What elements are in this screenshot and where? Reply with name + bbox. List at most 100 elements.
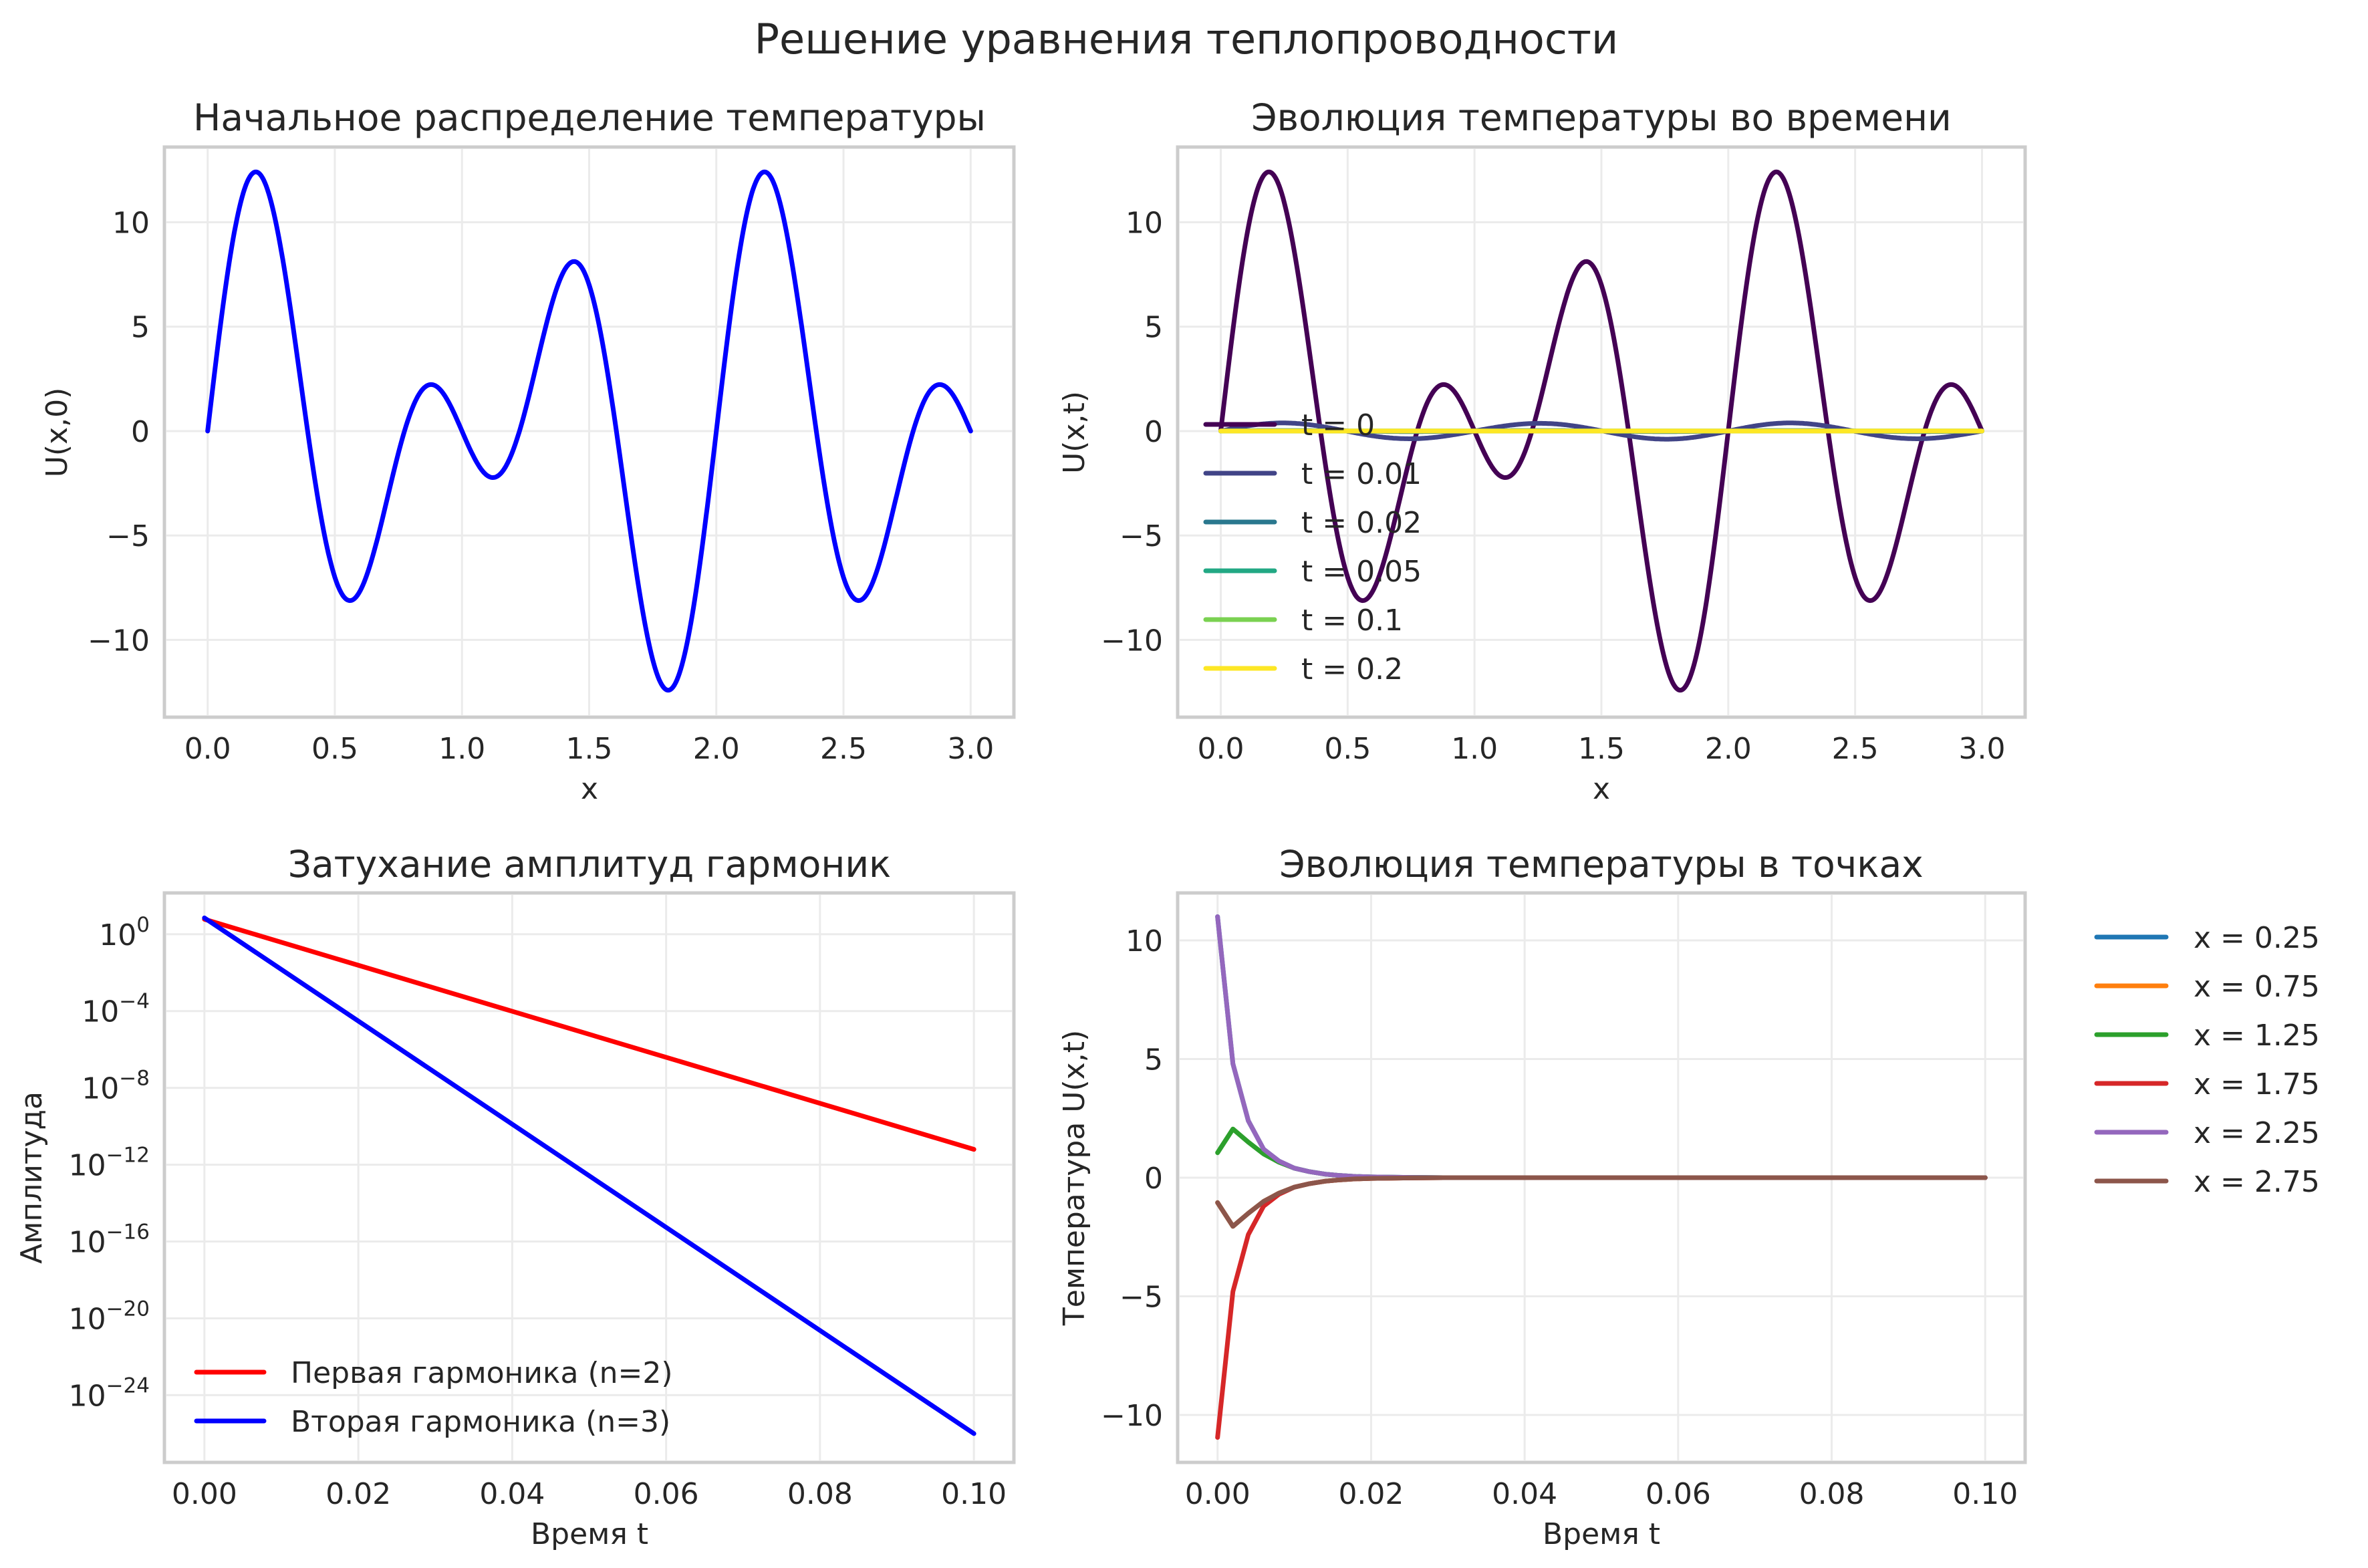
- legend: t = 0 t = 0.01 t = 0.02 t = 0.05 t = 0.1 t = …: [1203, 408, 1422, 686]
- legend-item: Вторая гармоника (n=3): [194, 1405, 670, 1439]
- x-tick-label: 3.0: [1958, 732, 2005, 766]
- figure-suptitle: Решение уравнения теплопроводности: [755, 15, 1619, 63]
- legend-label: x = 2.75: [2194, 1165, 2320, 1199]
- subplot-title: Затухание амплитуд гармоник: [288, 843, 892, 886]
- legend-label: t = 0.01: [1301, 457, 1422, 491]
- subplot-point-evolution: Эволюция температуры в точках 0.00 0.02 0.…: [1057, 843, 2320, 1551]
- subplot-title: Эволюция температуры во времени: [1251, 96, 1952, 139]
- x-tick-label: 2.5: [1832, 732, 1879, 766]
- grid: [166, 895, 1012, 1460]
- y-axis-label: Амплитуда: [15, 1091, 49, 1264]
- legend-item: t = 0: [1203, 408, 1375, 442]
- y-tick-label: 10−8: [82, 1067, 150, 1106]
- x-tick-label: 0.06: [1646, 1477, 1711, 1511]
- y-tick-label: −5: [1120, 519, 1163, 553]
- x-tick-label: 1.5: [1578, 732, 1625, 766]
- plot-lines: [1215, 914, 1988, 1440]
- y-tick-label: 5: [1144, 1043, 1163, 1077]
- y-tick-label: 10: [1126, 924, 1163, 958]
- legend-label: t = 0: [1301, 408, 1375, 442]
- legend-label: x = 1.25: [2194, 1019, 2320, 1053]
- legend-item: Первая гармоника (n=2): [194, 1356, 673, 1390]
- x-tick-label: 2.5: [820, 732, 867, 766]
- legend: Первая гармоника (n=2) Вторая гармоника (…: [194, 1356, 673, 1439]
- legend-item: t = 0.05: [1203, 555, 1422, 589]
- legend-item: t = 0.1: [1203, 604, 1403, 638]
- legend-label: x = 0.25: [2194, 921, 2320, 955]
- x-tick-label: 1.0: [438, 732, 485, 766]
- y-tick-label: 100: [99, 913, 150, 952]
- x-tick-label: 2.0: [1705, 732, 1752, 766]
- x-tick-label: 0.00: [172, 1477, 237, 1511]
- legend-item: x = 1.25: [2094, 1019, 2320, 1053]
- y-tick-label: −10: [1101, 624, 1163, 658]
- x-tick-label: 0.5: [1324, 732, 1371, 766]
- x-tick-label: 0.5: [311, 732, 358, 766]
- x-tick-label: 0.10: [1952, 1477, 2018, 1511]
- y-tick-label: 10: [112, 206, 150, 240]
- subplot-temperature-evolution: Эволюция температуры во времени 0.0 0.5 1.…: [1057, 96, 2027, 806]
- tick-labels: 0.00 0.02 0.04 0.06 0.08 0.10 100 10−4 10−8 10−12…: [69, 913, 1007, 1511]
- x-tick-label: 0.0: [1198, 732, 1244, 766]
- plot-lines: [202, 915, 976, 1436]
- y-tick-label: 5: [131, 311, 150, 345]
- tick-labels: 0.00 0.02 0.04 0.06 0.08 0.10 10 5 0 −5 −10: [1101, 924, 2018, 1511]
- legend: x = 0.25 x = 0.75 x = 1.25 x = 1.75 x = 2.25…: [2094, 921, 2320, 1199]
- legend-label: Вторая гармоника (n=3): [291, 1405, 670, 1439]
- legend-label: x = 2.25: [2194, 1116, 2320, 1150]
- x-tick-label: 0.04: [479, 1477, 545, 1511]
- x-axis-label: x: [1593, 772, 1610, 806]
- y-tick-label: −10: [1101, 1399, 1163, 1433]
- x-tick-label: 0.08: [1799, 1477, 1865, 1511]
- x-tick-label: 0.06: [634, 1477, 699, 1511]
- x-tick-label: 0.02: [1338, 1477, 1404, 1511]
- legend-label: t = 0.2: [1301, 652, 1403, 686]
- x-tick-label: 0.04: [1492, 1477, 1557, 1511]
- y-tick-label: 10−4: [82, 990, 150, 1029]
- legend-item: t = 0.02: [1203, 506, 1422, 540]
- x-tick-label: 0.0: [184, 732, 231, 766]
- legend-item: x = 0.25: [2094, 921, 2320, 955]
- x-tick-label: 0.00: [1185, 1477, 1251, 1511]
- legend-label: t = 0.02: [1301, 506, 1422, 540]
- y-tick-label: 10−20: [69, 1297, 150, 1336]
- y-tick-label: 0: [1144, 1162, 1163, 1196]
- legend-item: t = 0.2: [1203, 652, 1403, 686]
- y-tick-label: 0: [131, 415, 150, 449]
- legend-label: x = 0.75: [2194, 970, 2320, 1004]
- x-axis-label: Время t: [1543, 1517, 1660, 1551]
- subplot-initial-distribution: Начальное распределение температуры 0.0 0…: [40, 96, 1016, 806]
- x-tick-label: 0.02: [325, 1477, 391, 1511]
- y-tick-label: −5: [106, 519, 150, 553]
- x-tick-label: 0.08: [787, 1477, 853, 1511]
- legend-item: x = 2.25: [2094, 1116, 2320, 1150]
- y-axis-label: Температура U(x,t): [1057, 1030, 1091, 1326]
- x-tick-label: 1.0: [1451, 732, 1498, 766]
- y-tick-label: 5: [1144, 311, 1163, 345]
- x-axis-label: Время t: [531, 1517, 648, 1551]
- legend-label: t = 0.05: [1301, 555, 1422, 589]
- legend-item: t = 0.01: [1203, 457, 1422, 491]
- y-tick-label: 10−12: [69, 1144, 150, 1183]
- y-tick-label: 0: [1144, 415, 1163, 449]
- y-axis-label: U(x,t): [1057, 391, 1091, 474]
- legend-label: x = 1.75: [2194, 1067, 2320, 1101]
- legend-item: x = 0.75: [2094, 970, 2320, 1004]
- tick-labels: 0.0 0.5 1.0 1.5 2.0 2.5 3.0 10 5 0 −5 −10: [88, 206, 994, 766]
- initial-temperature-line: [205, 169, 973, 693]
- y-axis-label: U(x,0): [40, 388, 74, 478]
- x-tick-label: 0.10: [941, 1477, 1007, 1511]
- y-tick-label: −10: [88, 624, 150, 658]
- legend-item: x = 1.75: [2094, 1067, 2320, 1101]
- legend-item: x = 2.75: [2094, 1165, 2320, 1199]
- harmonic-amplitude-line: [202, 916, 976, 1152]
- x-tick-label: 1.5: [566, 732, 613, 766]
- y-tick-label: 10: [1126, 206, 1163, 240]
- x-tick-label: 2.0: [693, 732, 740, 766]
- tick-labels: 0.0 0.5 1.0 1.5 2.0 2.5 3.0 10 5 0 −5 −10: [1101, 206, 2005, 766]
- subplot-harmonic-decay: Затухание амплитуд гармоник 0.00 0.02 0.04…: [15, 843, 1016, 1551]
- harmonic-amplitude-line: [202, 915, 976, 1436]
- y-tick-label: 10−24: [69, 1374, 150, 1413]
- x-axis-label: x: [581, 772, 598, 806]
- x-tick-label: 3.0: [947, 732, 994, 766]
